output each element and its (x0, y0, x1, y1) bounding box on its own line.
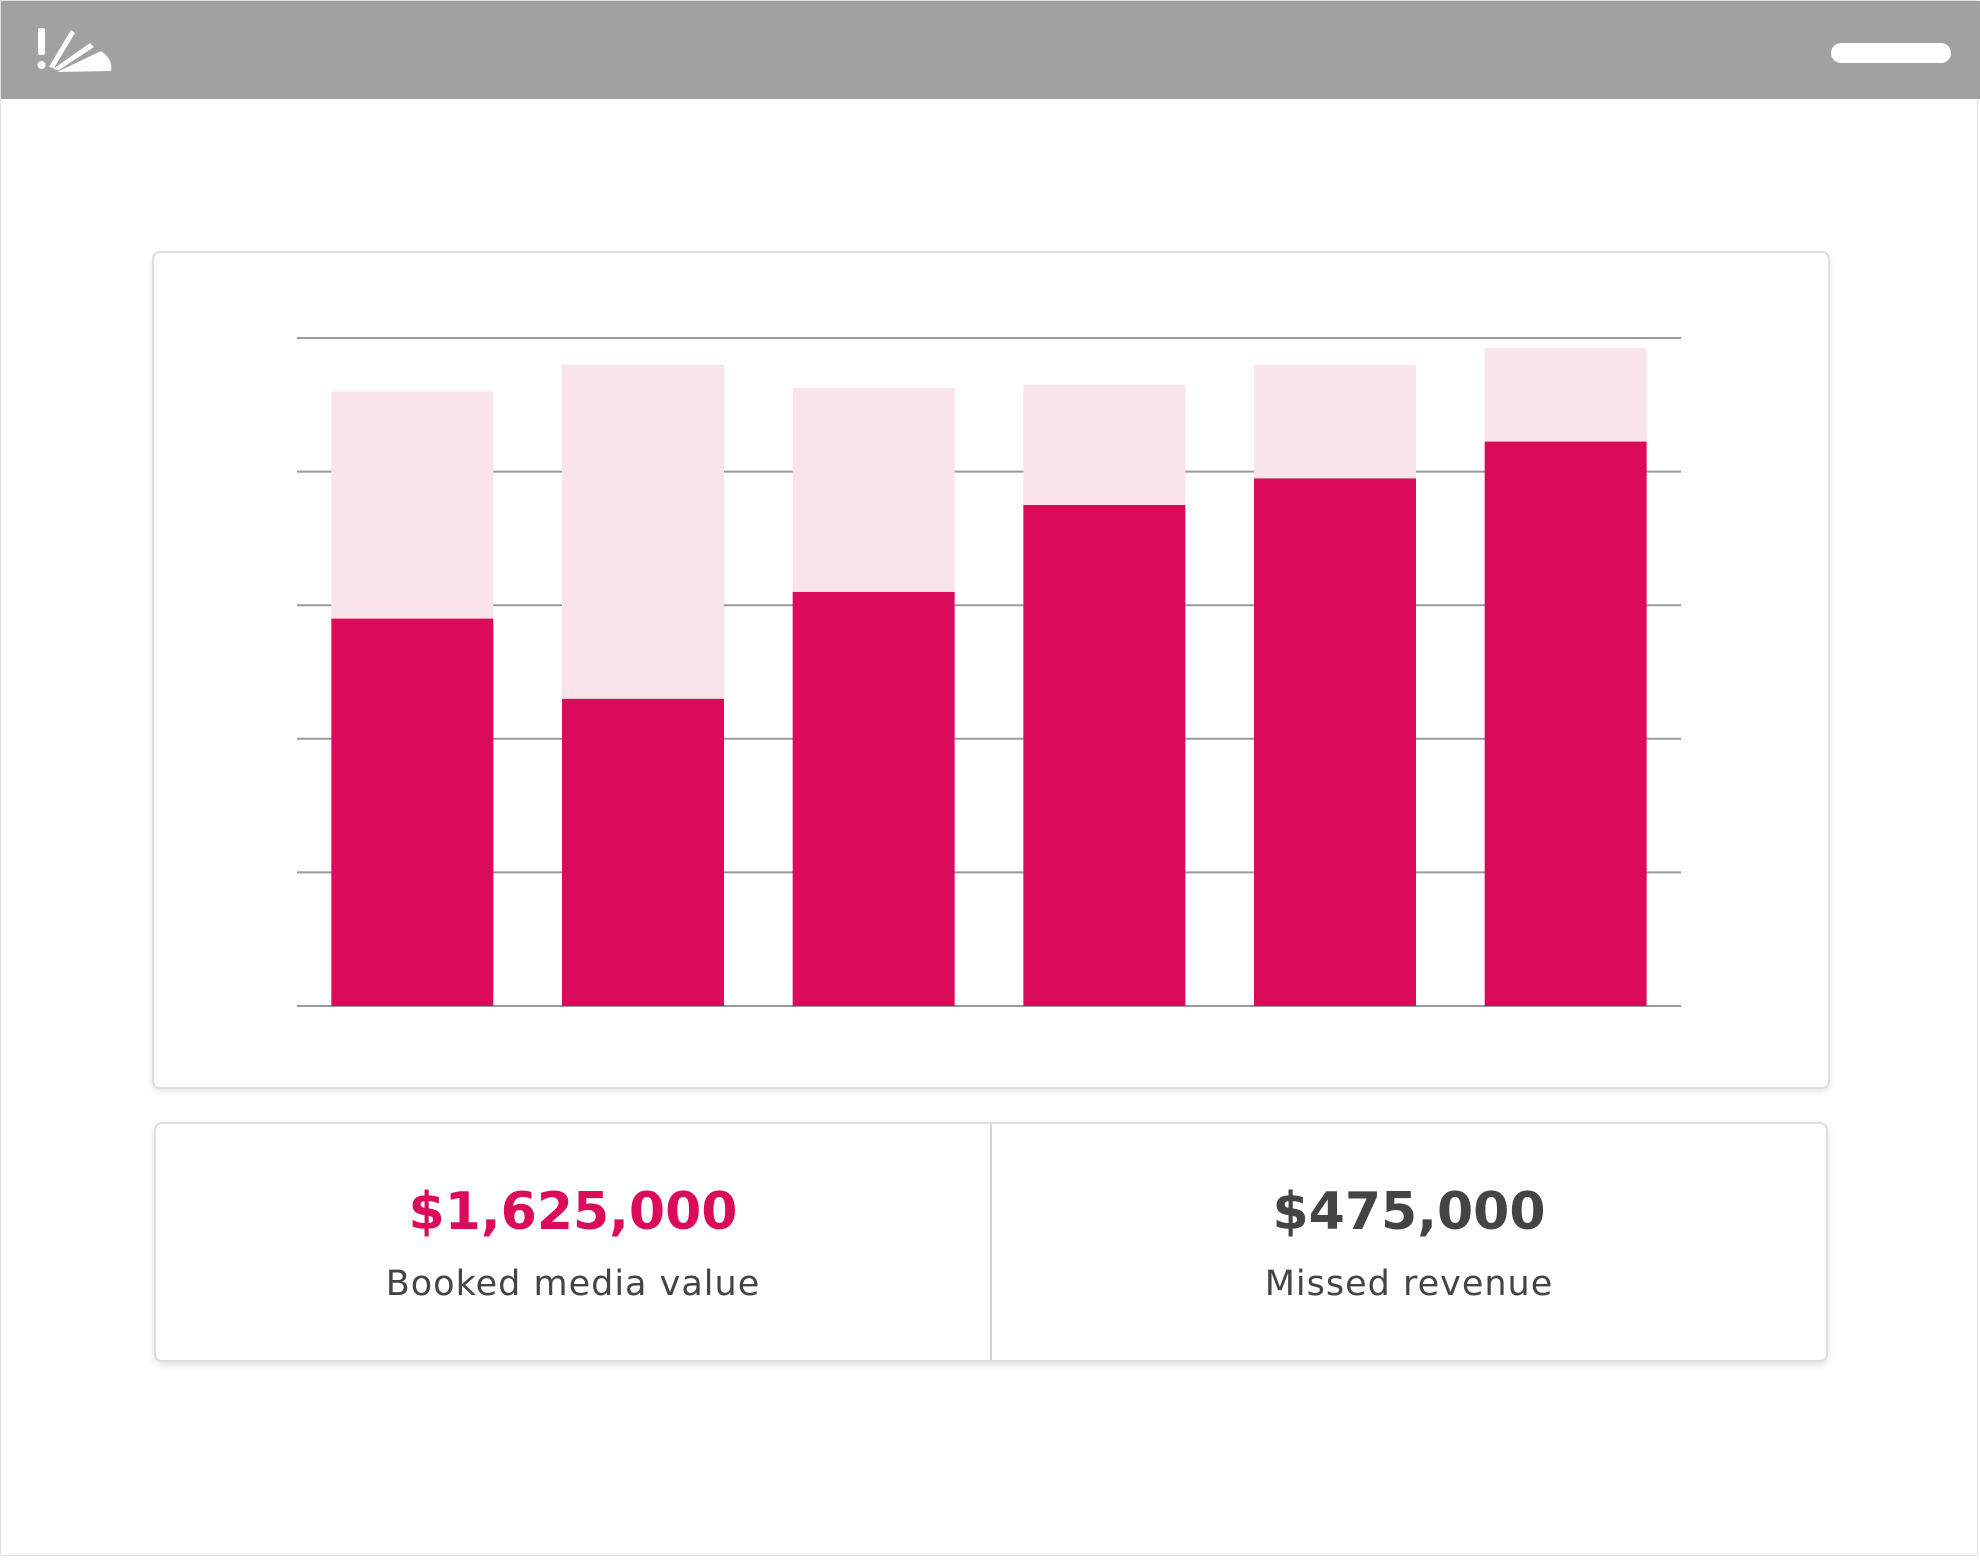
booked-bar-segment (1254, 478, 1416, 1006)
missed-bar-segment (331, 391, 494, 619)
missed-bar-segment (1484, 348, 1647, 442)
window-bar-icon[interactable] (1831, 43, 1951, 63)
chart-card (152, 251, 1830, 1089)
stacked-bar-chart (297, 337, 1681, 1007)
booked-bar-segment (562, 698, 724, 1006)
booked-stat: $1,625,000 Booked media value (156, 1124, 990, 1360)
missed-bar-segment (1023, 384, 1186, 505)
booked-bar-segment (331, 618, 494, 1006)
missed-bar-segment (1254, 364, 1416, 479)
booked-label: Booked media value (385, 1264, 761, 1304)
title-bar (1, 1, 1980, 99)
booked-bar-segment (1484, 441, 1647, 1006)
missed-bar-segment (792, 388, 955, 592)
booked-bar-segment (792, 591, 955, 1006)
stats-divider (990, 1124, 992, 1360)
stats-card: $1,625,000 Booked media value $475,000 M… (154, 1122, 1828, 1362)
missed-stat: $475,000 Missed revenue (992, 1124, 1826, 1360)
booked-value: $1,625,000 (408, 1182, 738, 1242)
starburst-logo-icon (37, 28, 112, 72)
missed-value: $475,000 (1272, 1182, 1546, 1242)
missed-label: Missed revenue (1264, 1264, 1554, 1304)
booked-bar-segment (1023, 505, 1186, 1006)
missed-bar-segment (562, 364, 724, 699)
